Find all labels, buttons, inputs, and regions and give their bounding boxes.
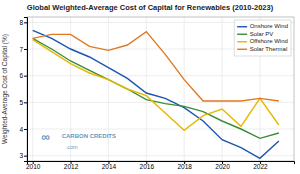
tick: 8 <box>19 19 27 26</box>
annotation: CARBON CREDITS <box>62 133 116 139</box>
legend: Onshore Wind Solar PVOffshore Wind Solar T… <box>234 20 291 56</box>
lines <box>33 30 279 158</box>
tick-mark <box>24 22 27 23</box>
tick: 2020 <box>215 161 230 170</box>
legend-item: Solar Thermal <box>237 46 287 52</box>
chart: Global Weighted-Average Cost of Capital … <box>0 0 300 174</box>
tick: 5 <box>19 99 27 106</box>
legend-swatch <box>237 41 247 42</box>
y-axis: 3 4 5 6 7 8 <box>19 18 27 162</box>
x-axis: 2010 2012 2014 2016 2018 2020 2022 <box>26 161 295 170</box>
legend-item: Solar PV <box>237 31 273 37</box>
annotations: ∞ CARBON CREDITS .com <box>41 130 116 150</box>
plot-frame <box>27 17 294 161</box>
tick: 4 <box>19 126 27 133</box>
tick-label: 6 <box>19 72 23 79</box>
legend-swatch <box>237 49 247 50</box>
tick: 3 <box>19 152 27 159</box>
tick-label: 8 <box>19 19 23 26</box>
y-axis-title: Weighted-Average Cost of Capital (%) <box>1 34 9 144</box>
grid-line <box>27 75 294 76</box>
tick-mark <box>24 129 27 130</box>
tick: 2010 <box>26 161 41 170</box>
tick-mark <box>24 76 27 77</box>
tick-label: 2022 <box>253 163 268 170</box>
grid-line <box>108 17 109 161</box>
plot-area: 2010 2012 2014 2016 2018 2020 2022 3 4 5 6 7 8 ∞ CARBO… <box>19 17 294 170</box>
grid <box>27 17 294 161</box>
legend-item: Offshore Wind <box>237 38 288 44</box>
tick-label: 2014 <box>102 163 117 170</box>
tick: 2022 <box>253 161 268 170</box>
legend-swatch <box>237 34 247 35</box>
legend-swatch <box>237 26 247 27</box>
tick: 2012 <box>64 161 79 170</box>
annotation: ∞ <box>41 130 50 144</box>
series-line <box>33 32 279 101</box>
legend-item: Onshore Wind <box>237 23 288 29</box>
tick-mark <box>24 49 27 50</box>
legend-label: Offshore Wind <box>250 38 288 44</box>
tick-label: 2018 <box>177 163 192 170</box>
tick-label: 2016 <box>140 163 155 170</box>
tick-mark <box>24 102 27 103</box>
tick-label: 2012 <box>64 163 79 170</box>
tick: 6 <box>19 72 27 79</box>
series-line <box>33 30 279 158</box>
tick: 7 <box>19 46 27 53</box>
grid-line <box>146 17 147 161</box>
tick-label: 7 <box>19 46 23 53</box>
tick-label: 2010 <box>26 163 41 170</box>
legend-frame <box>234 20 291 56</box>
title: Global Weighted-Average Cost of Capital … <box>27 3 274 12</box>
grid-line <box>70 17 71 161</box>
legend-label: Onshore Wind <box>250 23 288 29</box>
tick-label: 3 <box>19 152 23 159</box>
tick: 2016 <box>140 161 155 170</box>
tick-label: 5 <box>19 99 23 106</box>
axis-line <box>24 18 28 162</box>
tick: 2018 <box>177 161 192 170</box>
tick: 2014 <box>102 161 117 170</box>
legend-label: Solar Thermal <box>250 46 288 52</box>
grid-line <box>27 129 294 130</box>
tick-label: 4 <box>19 126 23 133</box>
tick-mark <box>24 156 27 157</box>
grid-line <box>184 17 185 161</box>
tick-label: 2020 <box>215 163 230 170</box>
legend-label: Solar PV <box>250 31 274 37</box>
annotation: .com <box>66 144 78 150</box>
